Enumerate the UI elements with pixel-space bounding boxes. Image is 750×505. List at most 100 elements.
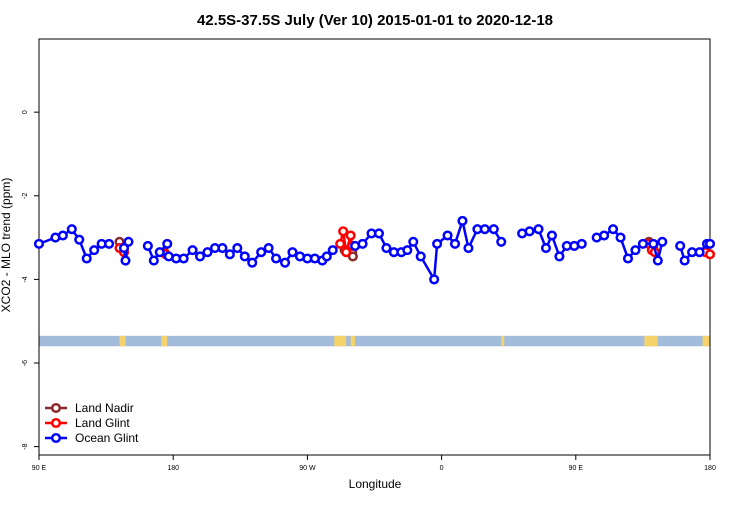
x-axis-label: Longitude xyxy=(349,477,402,491)
ocean-glint-point xyxy=(247,257,258,268)
ocean-glint-point xyxy=(657,236,668,247)
ocean-glint-point xyxy=(104,238,115,249)
legend-marker-land-glint xyxy=(50,417,62,429)
y-tick-label: 0 xyxy=(22,110,29,114)
ocean-glint-point xyxy=(373,228,385,239)
ocean-glint-point xyxy=(194,251,206,262)
x-tick-label: 180 xyxy=(167,465,179,472)
ocean-glint-point xyxy=(202,247,213,258)
ocean-glint-point xyxy=(488,224,499,235)
x-tick-label: 90 W xyxy=(299,465,316,472)
ocean-glint-point xyxy=(457,215,468,226)
ocean-glint-point xyxy=(142,240,153,252)
ocean-glint-point xyxy=(415,251,426,262)
ocean-glint-point xyxy=(637,238,648,249)
x-tick-label: 0 xyxy=(440,465,444,472)
land-segment xyxy=(702,335,710,347)
ocean-glint-point xyxy=(232,242,243,254)
ocean-glint-point xyxy=(148,255,159,266)
ocean-glint-point xyxy=(615,232,626,243)
ocean-glint-point xyxy=(704,238,716,249)
y-tick-label: -8 xyxy=(22,443,29,449)
land-nadir-point xyxy=(347,251,358,262)
legend-label-land-glint: Land Glint xyxy=(75,416,130,430)
legend-label-ocean-glint: Ocean Glint xyxy=(75,431,139,445)
ocean-glint-point xyxy=(33,238,45,249)
ocean-glint-point xyxy=(429,274,440,285)
plot-frame xyxy=(38,38,711,456)
y-tick-label: -2 xyxy=(22,193,29,199)
legend-marker-land-nadir xyxy=(50,402,62,414)
ocean-glint-point xyxy=(630,245,641,256)
ocean-glint-point xyxy=(442,230,453,241)
ocean-glint-point xyxy=(321,251,332,262)
x-tick-label: 90 E xyxy=(32,465,47,472)
ocean-glint-point xyxy=(57,230,68,241)
ocean-glint-point xyxy=(554,251,565,262)
ocean-glint-point xyxy=(540,242,552,254)
ocean-glint-point xyxy=(224,249,235,260)
land-glint-point xyxy=(345,230,356,241)
plot-area: 90 E 180 90 W 0 90 E 180 0 -2 -4 -6 -8 xyxy=(22,38,716,472)
ocean-glint-point xyxy=(81,253,92,264)
ocean-glint-point xyxy=(576,238,587,249)
ocean-glint-point xyxy=(408,236,419,247)
ocean-glint-point xyxy=(608,224,619,235)
ocean-glint-point xyxy=(256,247,267,258)
y-axis-label: XCO2 - MLO trend (ppm) xyxy=(0,178,13,313)
ocean-glint-line xyxy=(146,243,169,262)
ocean-glint-point xyxy=(162,238,173,249)
chart-title: 42.5S-37.5S July (Ver 10) 2015-01-01 to … xyxy=(197,12,553,29)
ocean-glint-point xyxy=(533,224,544,235)
ocean-glint-point xyxy=(187,245,198,256)
ocean-glint-point xyxy=(217,242,228,254)
land-segment xyxy=(334,335,347,347)
ocean-glint-point xyxy=(675,240,686,252)
ocean-glint-point xyxy=(279,257,291,268)
ocean-glint-point xyxy=(123,236,134,247)
land-glint-point xyxy=(704,249,716,260)
x-tick-label: 180 xyxy=(704,465,716,472)
ocean-glint-point xyxy=(271,253,282,264)
land-glint-point xyxy=(335,238,346,249)
ocean-glint-point xyxy=(546,230,557,241)
land-segment xyxy=(119,335,126,347)
ocean-glint-point xyxy=(652,255,663,266)
y-tick-label: -6 xyxy=(22,360,29,366)
ocean-glint-point xyxy=(154,247,165,258)
y-tick-label: -4 xyxy=(22,276,29,282)
ocean-bar xyxy=(39,335,710,347)
land-segment xyxy=(350,335,356,347)
ocean-glint-point xyxy=(694,247,705,258)
land-glint-point xyxy=(338,226,349,237)
ocean-glint-point xyxy=(239,251,250,262)
ocean-glint-point xyxy=(524,226,535,237)
land-segment xyxy=(644,335,658,347)
x-tick-label: 90 E xyxy=(569,465,584,472)
legend-marker-ocean-glint xyxy=(50,432,62,444)
ocean-glint-point xyxy=(66,224,77,235)
land-glint-point xyxy=(341,247,352,258)
ocean-glint-point xyxy=(463,242,474,254)
ocean-glint-line xyxy=(596,227,664,262)
land-segment xyxy=(501,335,505,347)
ocean-glint-point xyxy=(622,253,634,264)
ocean-glint-point xyxy=(89,245,100,256)
ocean-glint-point xyxy=(357,238,368,249)
ocean-glint-point xyxy=(599,230,610,241)
ocean-glint-point xyxy=(432,238,443,249)
ocean-glint-point xyxy=(287,247,298,258)
ocean-glint-point xyxy=(496,236,507,247)
ocean-glint-point xyxy=(263,242,274,254)
ocean-glint-point xyxy=(449,238,461,249)
ocean-glint-point xyxy=(381,242,392,254)
ocean-glint-point xyxy=(327,245,338,256)
land-segment xyxy=(161,335,168,347)
ocean-glint-point xyxy=(178,253,189,264)
ocean-glint-point xyxy=(648,238,659,249)
ocean-glint-point xyxy=(479,224,490,235)
ocean-glint-point xyxy=(120,255,131,266)
